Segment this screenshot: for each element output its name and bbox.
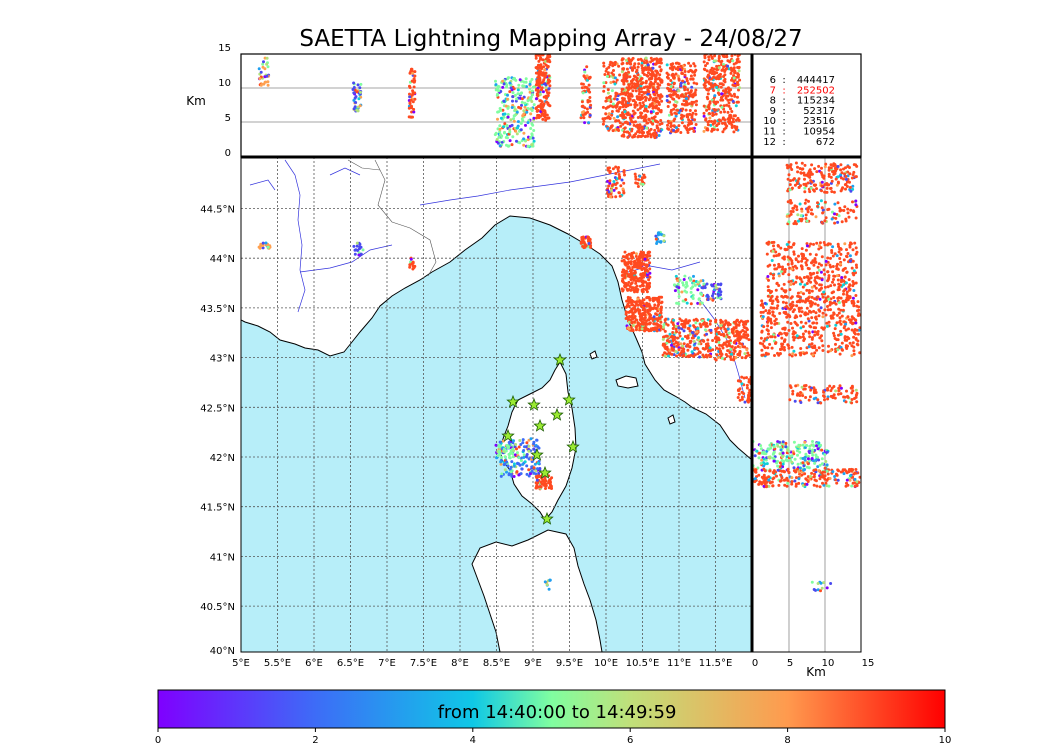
altitude-count-table: 6:4444177:2525028:1152349:5231710:235161… (763, 75, 835, 148)
count-separator: : (782, 137, 785, 148)
lon-tick-label: 8°E (451, 658, 469, 669)
count-altitude: 9 (770, 106, 776, 117)
river-durance (299, 244, 393, 273)
count-value: 444417 (797, 75, 835, 86)
lon-tick-label: 11.5°E (699, 658, 733, 669)
lon-tick-label: 6°E (305, 658, 323, 669)
map-lat-ticks: 44.5°N 44°N 43.5°N 43°N 42.5°N 42°N 41.5°N 41°N… (200, 205, 235, 658)
star-icon (530, 447, 544, 461)
right-panel (752, 157, 861, 652)
capraia-island (589, 350, 598, 360)
count-separator: : (782, 85, 785, 96)
right-xtick-label: 0 (752, 658, 758, 669)
lat-tick-label: 44.5°N (200, 205, 235, 216)
count-altitude: 11 (763, 127, 776, 138)
map-lon-ticks: 5°E 5.5°E 6°E 6.5°E 7°E 7.5°E 8°E 8.5°E 9°E 9.5°E… (232, 658, 732, 669)
map-graticule (241, 157, 752, 652)
star-icon (527, 397, 541, 411)
top-ytick-label: 0 (225, 148, 231, 159)
lat-tick-label: 41°N (210, 552, 235, 563)
giglio-island (667, 414, 676, 425)
star-icon (562, 392, 576, 406)
star-icon (533, 418, 547, 432)
lat-tick-label: 40°N (210, 646, 235, 657)
lon-tick-label: 5.5°E (264, 658, 291, 669)
lat-tick-label: 42°N (210, 453, 235, 464)
river-po (419, 163, 661, 206)
top-ytick-label: 10 (218, 78, 231, 89)
count-value: 52317 (803, 106, 835, 117)
colorbar-label: from 14:40:00 to 14:49:59 (438, 702, 677, 723)
count-separator: : (782, 96, 785, 107)
colorbar-tick-label: 4 (470, 735, 476, 746)
lon-tick-label: 6.5°E (337, 658, 364, 669)
top-ytick-label: 5 (225, 113, 231, 124)
right-xtick-label: 15 (862, 658, 875, 669)
count-separator: : (782, 75, 785, 86)
lat-tick-label: 42.5°N (200, 403, 235, 414)
river-north (249, 167, 361, 191)
lon-tick-label: 10.5°E (626, 658, 660, 669)
colorbar-gradient (157, 689, 946, 729)
lightning-sources-map (257, 165, 752, 591)
lightning-sources-alt-lat (752, 161, 861, 593)
lon-tick-label: 7°E (378, 658, 396, 669)
elba-island (615, 375, 639, 389)
lat-tick-label: 43.5°N (200, 304, 235, 315)
lon-tick-label: 10°E (594, 658, 618, 669)
colorbar-tick-label: 8 (784, 735, 790, 746)
count-value: 10954 (803, 127, 835, 138)
count-separator: : (782, 116, 785, 127)
top-ytick-label: 15 (218, 43, 231, 54)
star-icon (566, 439, 580, 453)
colorbar-tick-label: 0 (155, 735, 161, 746)
count-separator: : (782, 127, 785, 138)
lon-tick-label: 11°E (667, 658, 691, 669)
star-icon (501, 428, 515, 442)
colorbar-tick-label: 2 (312, 735, 318, 746)
right-panel-xlabel: Km (806, 665, 826, 679)
lon-tick-label: 7.5°E (410, 658, 437, 669)
lon-tick-label: 5°E (232, 658, 250, 669)
mainland-coast (241, 157, 752, 461)
star-icon (550, 407, 564, 421)
count-value: 252502 (797, 85, 835, 96)
count-value: 672 (816, 137, 835, 148)
star-icon (506, 394, 520, 408)
count-altitude: 7 (770, 85, 776, 96)
count-separator: : (782, 106, 785, 117)
count-value: 23516 (803, 116, 835, 127)
map-panel (241, 157, 752, 652)
count-altitude: 8 (770, 96, 776, 107)
star-icon (553, 352, 567, 366)
lon-tick-label: 9°E (524, 658, 542, 669)
top-panel-yticks: 15 10 5 0 (218, 43, 231, 159)
colorbar-ticks: 0 2 4 6 8 10 (155, 728, 952, 746)
figure-title: SAETTA Lightning Mapping Array - 24/08/2… (299, 26, 802, 52)
count-value: 115234 (797, 96, 835, 107)
lon-tick-label: 9.5°E (556, 658, 583, 669)
count-altitude: 12 (763, 137, 776, 148)
lat-tick-label: 41.5°N (200, 503, 235, 514)
lat-tick-label: 43°N (210, 354, 235, 365)
right-xtick-label: 10 (822, 658, 835, 669)
right-panel-xticks: 0 5 10 15 (752, 658, 875, 669)
lat-tick-label: 44°N (210, 254, 235, 265)
count-altitude: 10 (763, 116, 776, 127)
colorbar-tick-label: 10 (939, 735, 952, 746)
count-altitude: 6 (770, 75, 776, 86)
time-colorbar: from 14:40:00 to 14:49:59 0 2 4 6 8 10 (155, 689, 952, 746)
station-markers (501, 352, 580, 525)
switzerland-border (347, 159, 381, 171)
top-panel-ylabel: Km (186, 94, 206, 108)
star-icon (540, 511, 554, 525)
lat-tick-label: 40.5°N (200, 602, 235, 613)
colorbar-tick-label: 6 (627, 735, 633, 746)
star-icon (538, 465, 552, 479)
river-rhone (284, 159, 306, 313)
top-panel (241, 54, 752, 157)
lon-tick-label: 8.5°E (483, 658, 510, 669)
right-xtick-label: 5 (787, 658, 793, 669)
